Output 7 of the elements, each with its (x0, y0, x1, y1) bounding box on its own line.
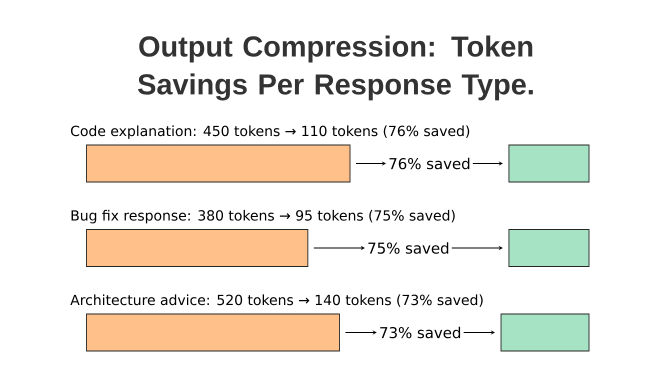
text: 73% saved (380, 326, 460, 338)
y-tick-label: Bug fix response: 380 tokens → 95 tokens (75% saved) (72, 210, 455, 224)
text: 75% saved (368, 242, 448, 254)
text: 76% saved (389, 158, 470, 170)
chart-title: Output Compression: Token Savings Per Response Type. (138, 36, 533, 100)
y-tick-label: Architecture advice: 520 tokens → 140 tokens (73% saved) (70, 294, 483, 307)
y-tick-label: Code explanation: 450 tokens → 110 tokens (76% saved) (70, 125, 470, 139)
